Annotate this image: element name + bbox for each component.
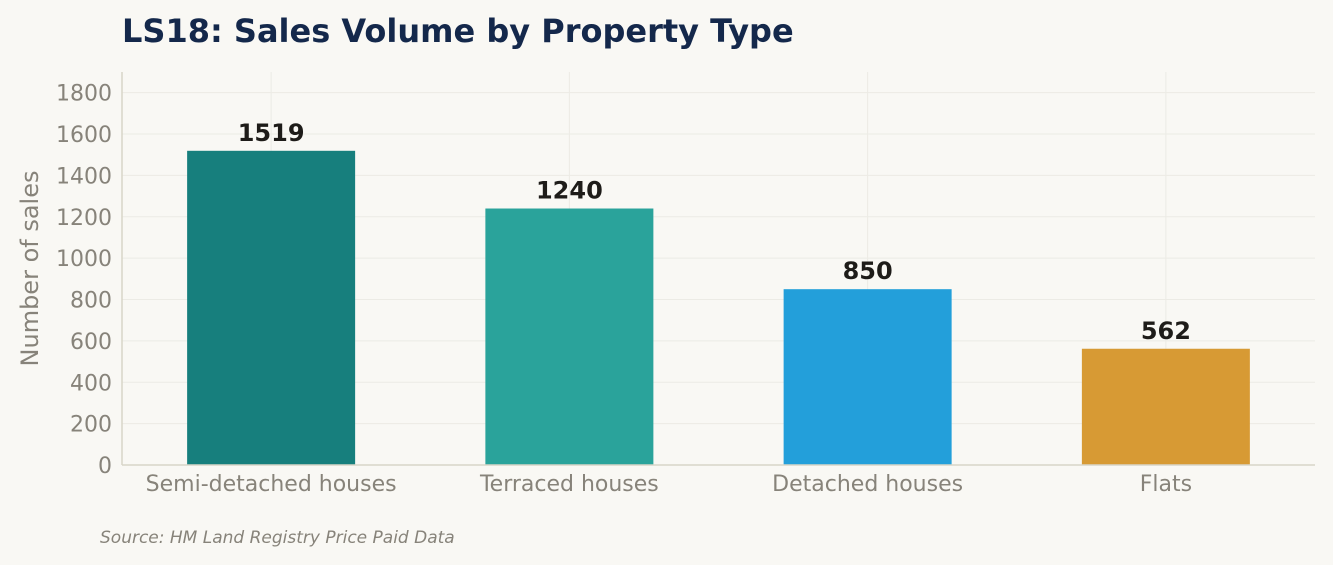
bar — [187, 150, 356, 466]
bar-value-label: 1240 — [536, 177, 603, 205]
y-axis-label: Number of sales — [16, 171, 44, 367]
bar — [1081, 348, 1250, 465]
x-axis-ticks: Semi-detached houses Terraced houses Detac… — [146, 472, 1192, 497]
y-tick-label: 0 — [98, 454, 112, 479]
y-tick-label: 1200 — [56, 206, 112, 231]
value-labels: 1519 1240 850 562 — [238, 119, 1191, 345]
x-tick-label: Terraced houses — [479, 472, 659, 497]
y-tick-label: 400 — [70, 371, 112, 396]
bar — [783, 289, 952, 465]
y-tick-label: 1800 — [56, 82, 112, 107]
bar-value-label: 1519 — [238, 119, 305, 147]
bar-value-label: 850 — [843, 257, 893, 285]
chart-title: LS18: Sales Volume by Property Type — [122, 12, 794, 50]
y-tick-label: 1400 — [56, 164, 112, 189]
y-tick-label: 600 — [70, 330, 112, 355]
source-note: Source: HM Land Registry Price Paid Data — [100, 528, 455, 548]
y-tick-label: 1000 — [56, 247, 112, 272]
x-tick-label: Flats — [1140, 472, 1192, 497]
bars — [187, 150, 1250, 466]
y-tick-label: 1600 — [56, 123, 112, 148]
bar-value-label: 562 — [1141, 317, 1191, 345]
y-axis-ticks: 0 200 400 600 800 1000 1200 1400 1600 1800 — [56, 82, 112, 479]
x-tick-label: Detached houses — [772, 472, 963, 497]
y-tick-label: 800 — [70, 289, 112, 314]
bar — [485, 208, 654, 465]
x-tick-label: Semi-detached houses — [146, 472, 397, 497]
y-tick-label: 200 — [70, 413, 112, 438]
